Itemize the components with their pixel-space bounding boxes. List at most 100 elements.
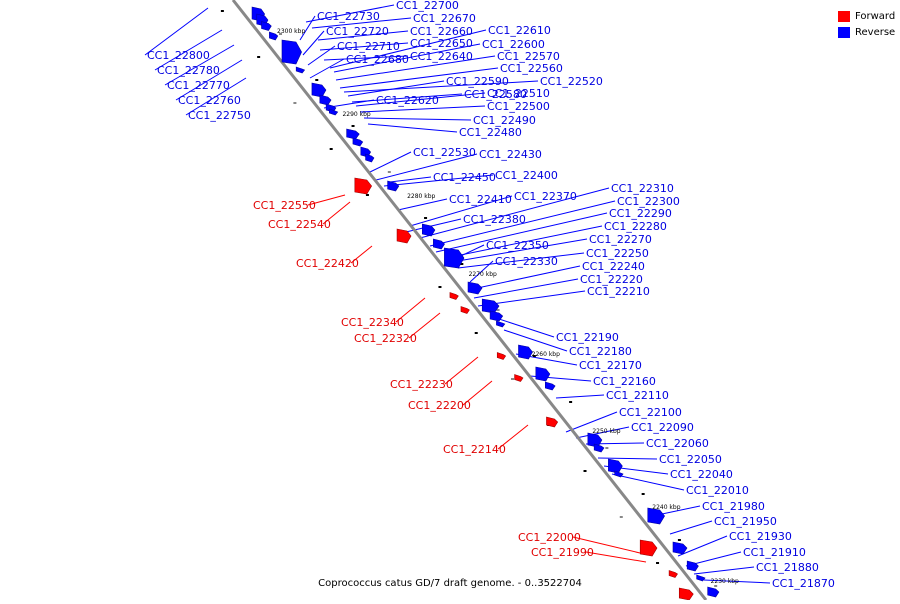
gene-label-cc1-22240[interactable]: CC1_22240 bbox=[582, 260, 645, 273]
gene-label-cc1-21980[interactable]: CC1_21980 bbox=[702, 500, 765, 513]
gene-label-cc1-22410[interactable]: CC1_22410 bbox=[449, 193, 512, 206]
gene-glyph-reverse[interactable] bbox=[281, 39, 302, 65]
gene-glyph-reverse[interactable] bbox=[672, 541, 688, 555]
gene-glyph-forward[interactable] bbox=[396, 228, 412, 244]
gene-glyph-forward[interactable] bbox=[668, 570, 678, 578]
gene-label-cc1-22250[interactable]: CC1_22250 bbox=[586, 247, 649, 260]
gene-label-cc1-22520[interactable]: CC1_22520 bbox=[540, 75, 603, 88]
gene-label-cc1-22770[interactable]: CC1_22770 bbox=[167, 79, 230, 92]
gene-label-cc1-22340[interactable]: CC1_22340 bbox=[341, 316, 404, 329]
gene-label-cc1-22210[interactable]: CC1_22210 bbox=[587, 285, 650, 298]
gene-glyph-reverse[interactable] bbox=[325, 103, 337, 113]
gene-label-cc1-22660[interactable]: CC1_22660 bbox=[410, 25, 473, 38]
gene-glyph-reverse[interactable] bbox=[295, 66, 306, 74]
gene-glyph-reverse[interactable] bbox=[686, 560, 699, 572]
gene-glyph-forward[interactable] bbox=[460, 306, 470, 314]
gene-label-cc1-22040[interactable]: CC1_22040 bbox=[670, 468, 733, 481]
gene-label-cc1-22760[interactable]: CC1_22760 bbox=[178, 94, 241, 107]
gene-label-cc1-22580[interactable]: CC1_22580 bbox=[464, 88, 527, 101]
gene-label-cc1-22380[interactable]: CC1_22380 bbox=[463, 213, 526, 226]
gene-glyph-reverse[interactable] bbox=[269, 31, 279, 41]
gene-glyph-reverse[interactable] bbox=[587, 432, 603, 448]
gene-glyph-reverse[interactable] bbox=[608, 458, 623, 474]
gene-label-cc1-22370[interactable]: CC1_22370 bbox=[514, 190, 577, 203]
gene-label-cc1-22800[interactable]: CC1_22800 bbox=[147, 49, 210, 62]
gene-label-cc1-22730[interactable]: CC1_22730 bbox=[317, 10, 380, 23]
gene-glyph-forward[interactable] bbox=[546, 416, 559, 428]
gene-label-cc1-22560[interactable]: CC1_22560 bbox=[500, 62, 563, 75]
gene-label-cc1-22400[interactable]: CC1_22400 bbox=[495, 169, 558, 182]
gene-label-cc1-22540[interactable]: CC1_22540 bbox=[268, 218, 331, 231]
gene-label-cc1-22170[interactable]: CC1_22170 bbox=[579, 359, 642, 372]
gene-label-cc1-22270[interactable]: CC1_22270 bbox=[589, 233, 652, 246]
gene-glyph-reverse[interactable] bbox=[489, 310, 504, 322]
gene-label-cc1-22230[interactable]: CC1_22230 bbox=[390, 378, 453, 391]
gene-glyph-forward[interactable] bbox=[496, 352, 507, 360]
gene-label-cc1-22640[interactable]: CC1_22640 bbox=[410, 50, 473, 63]
gene-glyph-reverse[interactable] bbox=[261, 21, 272, 31]
gene-glyph-forward[interactable] bbox=[354, 177, 372, 195]
gene-label-cc1-22090[interactable]: CC1_22090 bbox=[631, 421, 694, 434]
gene-glyph-reverse[interactable] bbox=[365, 153, 375, 163]
gene-glyph-reverse[interactable] bbox=[433, 238, 445, 250]
gene-glyph-reverse[interactable] bbox=[387, 180, 400, 192]
gene-label-cc1-22550[interactable]: CC1_22550 bbox=[253, 199, 316, 212]
gene-label-cc1-22280[interactable]: CC1_22280 bbox=[604, 220, 667, 233]
gene-label-cc1-21990[interactable]: CC1_21990 bbox=[531, 546, 594, 559]
gene-glyph-forward[interactable] bbox=[449, 292, 459, 300]
gene-label-cc1-22430[interactable]: CC1_22430 bbox=[479, 148, 542, 161]
gene-label-cc1-22010[interactable]: CC1_22010 bbox=[686, 484, 749, 497]
gene-label-cc1-22110[interactable]: CC1_22110 bbox=[606, 389, 669, 402]
gene-label-cc1-22450[interactable]: CC1_22450 bbox=[433, 171, 496, 184]
gene-label-cc1-22000[interactable]: CC1_22000 bbox=[518, 531, 581, 544]
gene-glyph-forward[interactable] bbox=[639, 539, 658, 557]
gene-glyph-reverse[interactable] bbox=[707, 586, 720, 598]
gene-label-cc1-22180[interactable]: CC1_22180 bbox=[569, 345, 632, 358]
gene-glyph-forward[interactable] bbox=[514, 374, 524, 382]
gene-glyph-reverse[interactable] bbox=[535, 366, 551, 382]
gene-label-cc1-22490[interactable]: CC1_22490 bbox=[473, 114, 536, 127]
gene-label-cc1-22570[interactable]: CC1_22570 bbox=[497, 50, 560, 63]
gene-glyph-reverse[interactable] bbox=[360, 146, 371, 158]
gene-label-cc1-22780[interactable]: CC1_22780 bbox=[157, 64, 220, 77]
gene-label-cc1-22420[interactable]: CC1_22420 bbox=[296, 257, 359, 270]
gene-glyph-reverse[interactable] bbox=[593, 443, 605, 453]
gene-glyph-reverse[interactable] bbox=[352, 137, 364, 147]
gene-label-cc1-22530[interactable]: CC1_22530 bbox=[413, 146, 476, 159]
gene-glyph-forward[interactable] bbox=[678, 587, 694, 601]
gene-label-cc1-22710[interactable]: CC1_22710 bbox=[337, 40, 400, 53]
gene-glyph-reverse[interactable] bbox=[467, 281, 483, 295]
gene-label-cc1-22060[interactable]: CC1_22060 bbox=[646, 437, 709, 450]
gene-label-cc1-22050[interactable]: CC1_22050 bbox=[659, 453, 722, 466]
gene-glyph-reverse[interactable] bbox=[614, 470, 624, 478]
gene-label-cc1-22680[interactable]: CC1_22680 bbox=[346, 53, 409, 66]
gene-label-cc1-22720[interactable]: CC1_22720 bbox=[326, 25, 389, 38]
gene-label-cc1-21870[interactable]: CC1_21870 bbox=[772, 577, 835, 590]
gene-label-cc1-22300[interactable]: CC1_22300 bbox=[617, 195, 680, 208]
gene-label-cc1-22620[interactable]: CC1_22620 bbox=[376, 94, 439, 107]
gene-label-cc1-22100[interactable]: CC1_22100 bbox=[619, 406, 682, 419]
gene-label-cc1-22510[interactable]: CC1_22510 bbox=[487, 87, 550, 100]
gene-label-cc1-22700[interactable]: CC1_22700 bbox=[396, 0, 459, 12]
gene-label-cc1-22610[interactable]: CC1_22610 bbox=[488, 24, 551, 37]
gene-glyph-reverse[interactable] bbox=[647, 507, 665, 525]
gene-label-cc1-21950[interactable]: CC1_21950 bbox=[714, 515, 777, 528]
gene-glyph-reverse[interactable] bbox=[518, 344, 533, 360]
gene-label-cc1-22320[interactable]: CC1_22320 bbox=[354, 332, 417, 345]
gene-label-cc1-22670[interactable]: CC1_22670 bbox=[413, 12, 476, 25]
gene-label-cc1-22750[interactable]: CC1_22750 bbox=[188, 109, 251, 122]
gene-label-cc1-22500[interactable]: CC1_22500 bbox=[487, 100, 550, 113]
gene-glyph-reverse[interactable] bbox=[481, 298, 500, 314]
gene-label-cc1-22590[interactable]: CC1_22590 bbox=[446, 75, 509, 88]
gene-label-cc1-22310[interactable]: CC1_22310 bbox=[611, 182, 674, 195]
gene-label-cc1-21930[interactable]: CC1_21930 bbox=[729, 530, 792, 543]
gene-label-cc1-22290[interactable]: CC1_22290 bbox=[609, 207, 672, 220]
gene-label-cc1-22200[interactable]: CC1_22200 bbox=[408, 399, 471, 412]
gene-glyph-reverse[interactable] bbox=[544, 381, 556, 391]
gene-glyph-reverse[interactable] bbox=[319, 94, 332, 106]
gene-label-cc1-22650[interactable]: CC1_22650 bbox=[410, 37, 473, 50]
gene-glyph-reverse[interactable] bbox=[422, 223, 436, 237]
gene-label-cc1-22480[interactable]: CC1_22480 bbox=[459, 126, 522, 139]
gene-label-cc1-21910[interactable]: CC1_21910 bbox=[743, 546, 806, 559]
